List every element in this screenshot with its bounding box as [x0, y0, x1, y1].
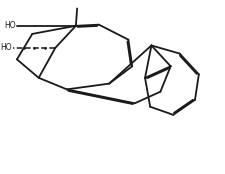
Text: HO: HO — [0, 43, 12, 52]
Text: HO: HO — [4, 21, 16, 30]
